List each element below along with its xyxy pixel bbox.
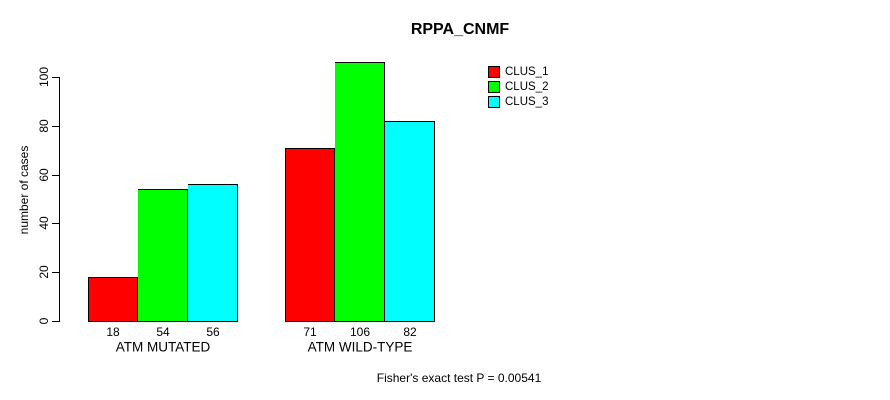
- legend-swatch-clus1-icon: [488, 66, 500, 78]
- legend-label-clus2: CLUS_2: [505, 81, 549, 93]
- annotation-text: Fisher's exact test P = 0.00541: [376, 371, 542, 385]
- bar-value-label: 54: [156, 325, 170, 339]
- bar-clus_2-atm-mutated: [138, 189, 188, 322]
- y-axis-tick-label: 60: [37, 168, 51, 182]
- y-axis-tick-label: 100: [37, 66, 51, 88]
- legend-item-clus1: CLUS_1: [488, 66, 548, 78]
- chart-title: RPPA_CNMF: [410, 21, 510, 38]
- bar-value-label: 82: [403, 325, 417, 339]
- legend-item-clus2: CLUS_2: [488, 81, 548, 93]
- category-label-atm-wild-type: ATM WILD-TYPE: [307, 339, 413, 355]
- legend: CLUS_1 CLUS_2 CLUS_3: [488, 66, 548, 111]
- bar-clus_3-atm-mutated: [188, 184, 238, 322]
- category-label-atm-mutated: ATM MUTATED: [115, 339, 211, 355]
- bar-value-label: 106: [349, 325, 371, 339]
- bar-value-label: 71: [303, 325, 317, 339]
- y-axis-tick-label: 40: [37, 216, 51, 230]
- bar-clus_3-atm-wild-type: [385, 121, 435, 322]
- legend-item-clus3: CLUS_3: [488, 96, 548, 108]
- legend-label-clus1: CLUS_1: [505, 66, 549, 78]
- bar-value-label: 18: [106, 325, 120, 339]
- y-axis-tick-label: 20: [37, 265, 51, 279]
- y-axis-tick: [52, 175, 59, 176]
- bar-clus_2-atm-wild-type: [335, 62, 385, 322]
- legend-swatch-clus2-icon: [488, 81, 500, 93]
- legend-label-clus3: CLUS_3: [505, 96, 549, 108]
- y-axis-label: number of cases: [17, 145, 31, 235]
- y-axis-tick: [52, 223, 59, 224]
- y-axis-line: [59, 77, 60, 322]
- y-axis-tick: [52, 321, 59, 322]
- y-axis-tick-label: 0: [37, 317, 51, 325]
- legend-swatch-clus3-icon: [488, 96, 500, 108]
- bar-clus_1-atm-mutated: [88, 277, 138, 322]
- y-axis-tick-label: 80: [37, 119, 51, 133]
- y-axis-tick: [52, 272, 59, 273]
- y-axis-tick: [52, 126, 59, 127]
- bar-value-label: 56: [206, 325, 220, 339]
- y-axis-tick: [52, 77, 59, 78]
- bar-clus_1-atm-wild-type: [285, 148, 335, 322]
